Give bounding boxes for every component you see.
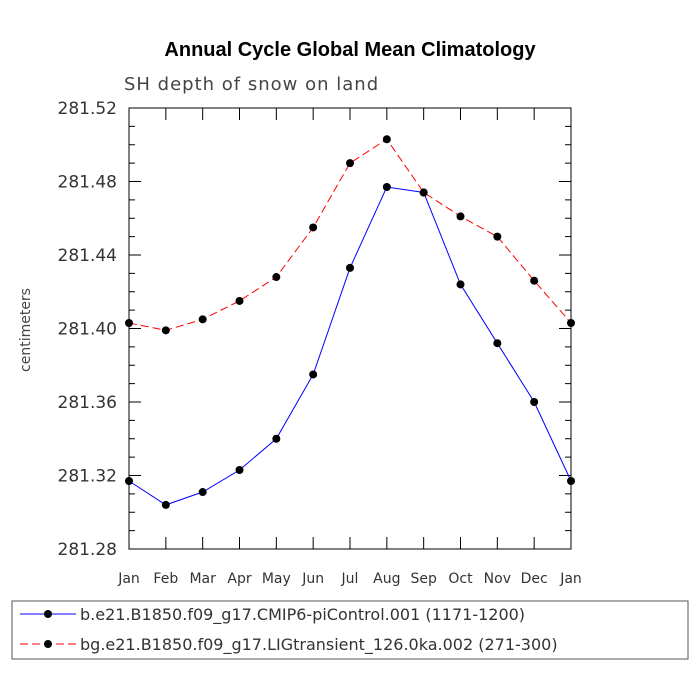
y-tick-label: 281.44 [58, 246, 117, 266]
data-point [567, 318, 575, 327]
data-point [567, 477, 575, 486]
data-point [493, 232, 502, 241]
series-group [125, 135, 575, 509]
y-tick-label: 281.52 [58, 99, 117, 119]
series-line-1 [128, 186, 572, 506]
data-point [530, 276, 539, 285]
data-point [382, 183, 391, 192]
data-point [125, 318, 133, 327]
y-tick-label: 281.32 [58, 467, 117, 487]
legend-box [11, 600, 689, 660]
x-tick-label: Jan [117, 571, 140, 587]
legend-label-2: bg.e21.B1850.f09_g17.LIGtransient_126.0k… [80, 635, 558, 655]
x-tick-label: Dec [521, 571, 548, 587]
data-point [309, 223, 318, 232]
axes: 281.28 281.32 281.36 281.40 281.44 281.48 281.… [58, 99, 582, 587]
data-point [493, 339, 502, 348]
legend-label-1: b.e21.B1850.f09_g17.CMIP6-piControl.001 … [80, 605, 525, 625]
y-tick-label: 281.36 [58, 393, 117, 413]
x-tick-label: Jan [559, 571, 582, 587]
x-tick-label: Aug [373, 571, 400, 587]
x-tick-label: Jun [301, 571, 324, 587]
y-tick-label: 281.40 [58, 320, 117, 340]
legend: b.e21.B1850.f09_g17.CMIP6-piControl.001 … [11, 600, 689, 660]
y-tick-label: 281.28 [58, 540, 117, 560]
x-tick-label: Apr [227, 571, 251, 587]
data-point [198, 488, 207, 497]
legend-marker [44, 610, 52, 618]
data-point [272, 273, 281, 282]
data-point [309, 370, 318, 379]
data-point [346, 159, 354, 168]
x-tick-label: Mar [189, 571, 216, 587]
data-point [161, 500, 170, 509]
chart-subtitle: SH depth of snow on land [124, 74, 379, 95]
data-point [382, 135, 391, 144]
x-tick-label: Jul [341, 571, 359, 587]
series-line-2 [128, 138, 572, 331]
x-tick-label: Nov [484, 571, 511, 587]
data-point [530, 398, 539, 406]
data-point [346, 263, 354, 272]
data-point [125, 477, 133, 486]
data-point [456, 280, 465, 289]
legend-marker [44, 640, 52, 648]
x-tick-label: Feb [153, 571, 178, 587]
plot-frame [128, 107, 572, 550]
y-axis-label: centimeters [18, 288, 34, 372]
data-point [456, 212, 465, 221]
x-tick-label: Oct [448, 571, 473, 587]
x-tick-label: May [262, 571, 291, 587]
data-point [198, 315, 207, 324]
data-point [235, 296, 244, 305]
data-point [235, 465, 244, 474]
x-tick-label: Sep [410, 571, 437, 587]
chart-title: Annual Cycle Global Mean Climatology [164, 39, 536, 61]
y-tick-label: 281.48 [58, 173, 117, 193]
data-point [272, 434, 281, 443]
data-point [161, 326, 170, 335]
data-point [419, 188, 428, 197]
